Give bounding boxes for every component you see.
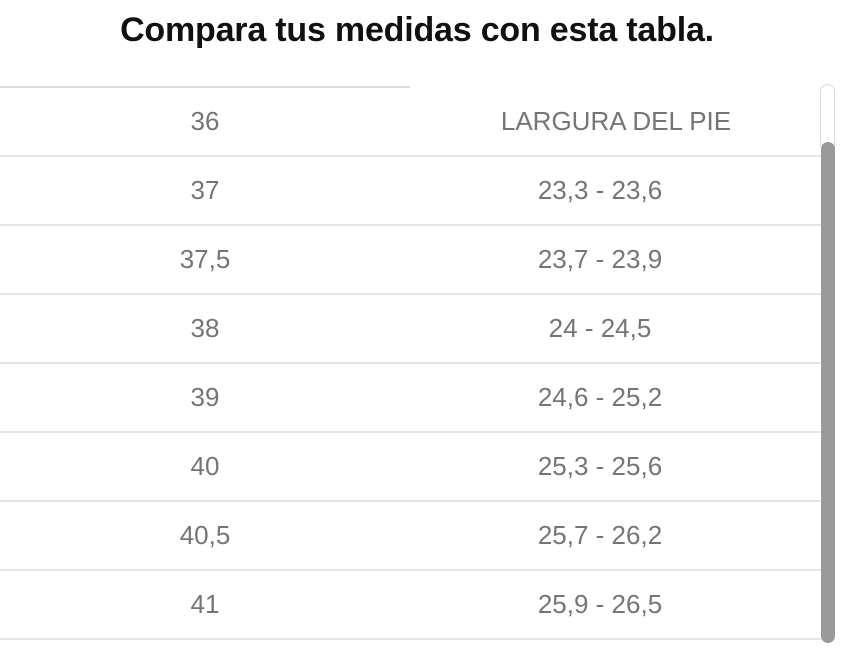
table-row: 39 24,6 - 25,2 xyxy=(0,364,822,433)
table-row: 37 23,3 - 23,6 xyxy=(0,157,822,226)
foot-length-cell: 25,7 - 26,2 xyxy=(537,520,663,550)
size-cell: 40,5 xyxy=(179,520,231,550)
vertical-scrollbar-thumb[interactable] xyxy=(821,142,835,643)
table-row: 40 25,3 - 25,6 xyxy=(0,433,822,502)
size-cell: 41 xyxy=(190,589,220,619)
table-row: 41 25,9 - 26,5 xyxy=(0,571,822,640)
size-cell: 39 xyxy=(190,382,220,412)
size-cell: 37,5 xyxy=(179,244,231,274)
size-cell: 40 xyxy=(190,451,220,481)
size-cell: 36 xyxy=(190,106,220,136)
foot-length-cell: 23,3 - 23,6 xyxy=(537,175,663,205)
column-header-foot-length: LARGURA DEL PIE xyxy=(500,106,732,136)
table-row: 36 LARGURA DEL PIE xyxy=(0,88,822,157)
table-row: 38 24 - 24,5 xyxy=(0,295,822,364)
table-row: 40,5 25,7 - 26,2 xyxy=(0,502,822,571)
foot-length-cell: 23,7 - 23,9 xyxy=(537,244,663,274)
foot-length-cell: 25,9 - 26,5 xyxy=(537,589,663,619)
page-title: Compara tus medidas con esta tabla. xyxy=(120,11,714,49)
size-cell: 37 xyxy=(190,175,220,205)
vertical-scrollbar-track[interactable] xyxy=(820,84,835,146)
foot-length-cell: 25,3 - 25,6 xyxy=(537,451,663,481)
foot-length-cell: 24 - 24,5 xyxy=(548,313,652,343)
size-cell: 38 xyxy=(190,313,220,343)
size-table: 36 LARGURA DEL PIE 37 23,3 - 23,6 37,5 2… xyxy=(0,88,822,640)
table-top-border xyxy=(0,86,410,88)
table-row: 37,5 23,7 - 23,9 xyxy=(0,226,822,295)
foot-length-cell: 24,6 - 25,2 xyxy=(537,382,663,412)
